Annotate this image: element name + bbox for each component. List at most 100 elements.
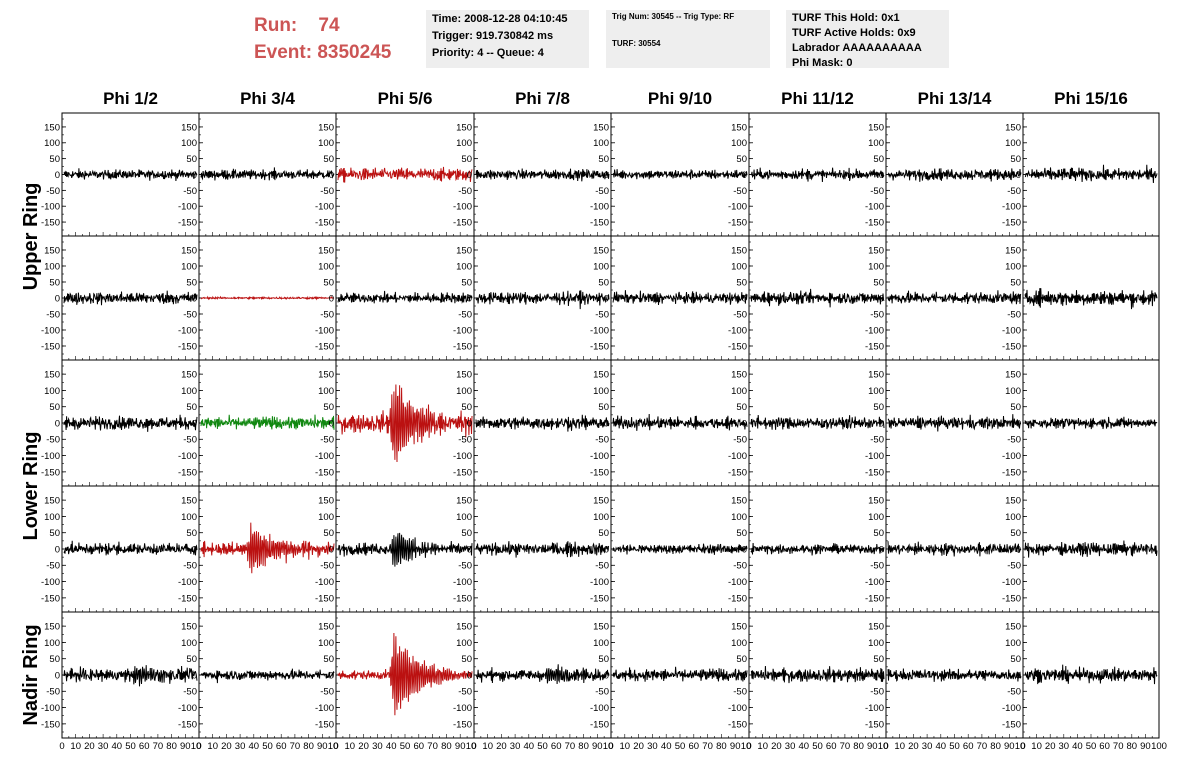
y-tick-label: 50 xyxy=(461,402,472,413)
channel-panel: -150 -100 -50 0 50 100 150 xyxy=(590,359,750,487)
waveform-trace xyxy=(887,168,1022,182)
y-tick-label: 100 xyxy=(1005,261,1021,272)
y-tick-label: -100 xyxy=(590,202,609,213)
waveform-trace xyxy=(200,522,335,574)
x-tick-label: 10 xyxy=(878,741,889,752)
x-tick-label: 90 xyxy=(592,741,603,752)
y-tick-label: -50 xyxy=(46,435,60,446)
waveform-trace xyxy=(337,290,473,304)
x-tick-label: 80 xyxy=(303,741,314,752)
y-tick-label: 100 xyxy=(456,386,472,397)
y-tick-label: 150 xyxy=(868,122,884,133)
y-tick-label: 150 xyxy=(1005,245,1021,256)
waveform-trace xyxy=(63,414,198,432)
x-tick-label: 10 xyxy=(328,741,339,752)
y-tick-label: 100 xyxy=(318,138,334,149)
y-tick-label: 100 xyxy=(593,512,609,523)
y-tick-label: 0 xyxy=(192,418,197,429)
waveform-trace xyxy=(612,543,748,555)
y-tick-label: -100 xyxy=(590,451,609,462)
y-tick-label: 150 xyxy=(1005,496,1021,507)
phi-column-label: Phi 1/2 xyxy=(103,89,158,108)
y-tick-label: -100 xyxy=(728,703,747,714)
y-tick-label: 150 xyxy=(456,122,472,133)
channel-panel: -150 -100 -50 0 50 100 150 xyxy=(41,485,200,613)
y-tick-label: 100 xyxy=(868,138,884,149)
y-tick-label: 50 xyxy=(598,277,609,288)
waveform-trace xyxy=(887,414,1022,432)
phi-column-label: Phi 13/14 xyxy=(918,89,992,108)
y-tick-label: -150 xyxy=(728,593,747,604)
ring-label: Lower Ring xyxy=(20,432,42,541)
y-tick-label: -150 xyxy=(41,719,60,730)
y-tick-label: -50 xyxy=(1007,309,1021,320)
x-tick-label: 80 xyxy=(1127,741,1138,752)
time-info-box: Time: 2008-12-28 04:10:45 Trigger: 919.7… xyxy=(426,10,589,68)
y-tick-label: 150 xyxy=(456,622,472,633)
y-tick-label: 150 xyxy=(593,370,609,381)
x-tick-label: 60 xyxy=(1099,741,1110,752)
y-tick-label: -50 xyxy=(870,687,884,698)
x-tick-label: 40 xyxy=(661,741,672,752)
y-tick-label: 100 xyxy=(318,638,334,649)
channel-panel: -150 -100 -50 0 50 100 150 xyxy=(1002,611,1160,739)
x-tick-label: 90 xyxy=(1140,741,1151,752)
channel-panel: -150 -100 -50 0 50 100 150 xyxy=(41,112,200,237)
y-tick-label: 50 xyxy=(598,654,609,665)
y-tick-label: -50 xyxy=(870,186,884,197)
channel-panel: -150 -100 -50 0 50 100 150 xyxy=(728,112,887,237)
y-tick-label: -50 xyxy=(1007,435,1021,446)
y-tick-label: 100 xyxy=(456,138,472,149)
priority-text: Priority: 4 -- Queue: 4 xyxy=(432,47,544,59)
y-tick-label: -50 xyxy=(733,687,747,698)
y-tick-label: -100 xyxy=(315,451,334,462)
y-tick-label: -50 xyxy=(870,309,884,320)
y-tick-label: -150 xyxy=(315,217,334,228)
x-tick-label: 30 xyxy=(785,741,796,752)
y-tick-label: -50 xyxy=(733,309,747,320)
y-tick-label: -150 xyxy=(1002,467,1021,478)
y-tick-label: 100 xyxy=(731,138,747,149)
y-tick-label: 50 xyxy=(736,402,747,413)
x-tick-label: 30 xyxy=(510,741,521,752)
x-tick-label: 50 xyxy=(262,741,273,752)
y-tick-label: -50 xyxy=(595,561,609,572)
y-tick-label: -100 xyxy=(453,451,472,462)
y-tick-label: -50 xyxy=(458,561,472,572)
y-tick-label: 150 xyxy=(318,122,334,133)
y-tick-label: 150 xyxy=(318,622,334,633)
phi-column-label: Phi 3/4 xyxy=(240,89,295,108)
y-tick-label: -50 xyxy=(320,309,334,320)
y-tick-label: 50 xyxy=(49,277,60,288)
x-tick-label: 70 xyxy=(427,741,438,752)
y-tick-label: -50 xyxy=(46,687,60,698)
y-tick-label: 100 xyxy=(181,261,197,272)
y-tick-label: 150 xyxy=(181,496,197,507)
y-tick-label: 0 xyxy=(329,170,334,181)
channel-panel: -150 -100 -50 0 50 100 150 xyxy=(178,235,337,361)
y-tick-label: -50 xyxy=(595,435,609,446)
y-tick-label: -150 xyxy=(178,217,197,228)
y-tick-label: 0 xyxy=(742,170,747,181)
y-tick-label: 50 xyxy=(736,154,747,165)
y-tick-label: 0 xyxy=(192,170,197,181)
y-tick-label: -100 xyxy=(865,202,884,213)
x-tick-label: 20 xyxy=(1045,741,1056,752)
waveform-trace xyxy=(475,290,610,310)
y-tick-label: 50 xyxy=(49,654,60,665)
y-tick-label: 150 xyxy=(731,122,747,133)
y-tick-label: 50 xyxy=(598,402,609,413)
y-tick-label: -150 xyxy=(453,467,472,478)
y-tick-label: -100 xyxy=(178,451,197,462)
x-tick-label: 70 xyxy=(290,741,301,752)
y-tick-label: 50 xyxy=(49,528,60,539)
y-tick-label: -100 xyxy=(315,325,334,336)
y-tick-label: 0 xyxy=(742,293,747,304)
y-tick-label: 50 xyxy=(736,277,747,288)
x-tick-label: 40 xyxy=(1072,741,1083,752)
y-tick-label: 50 xyxy=(873,154,884,165)
y-tick-label: -100 xyxy=(1002,577,1021,588)
waveform-trace xyxy=(750,665,885,684)
x-tick-label: 50 xyxy=(675,741,686,752)
x-tick-label: 40 xyxy=(386,741,397,752)
